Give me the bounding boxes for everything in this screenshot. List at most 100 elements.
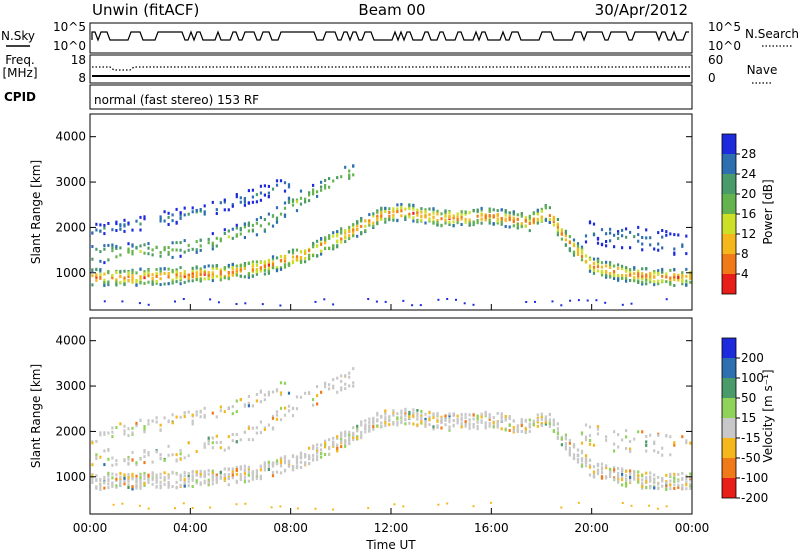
velocity-echo-cell <box>500 414 503 418</box>
velocity-echo-cell <box>135 421 138 425</box>
power-echo-cell <box>508 216 511 220</box>
power-echo-cell <box>131 268 134 272</box>
velocity-echo-cell <box>653 477 656 481</box>
velocity-echo-cell <box>179 448 182 452</box>
velocity-echo-cell <box>227 435 230 439</box>
velocity-echo-cell <box>103 449 106 453</box>
power-echo-cell <box>384 220 387 224</box>
velocity-echo-cell <box>215 475 218 479</box>
power-echo-cell <box>540 207 543 211</box>
power-echo-cell <box>637 269 640 273</box>
velocity-echo-cell <box>436 414 439 418</box>
power-echo-cell <box>263 261 266 265</box>
velocity-echo-cell <box>324 442 327 445</box>
power-echo-cell <box>171 241 174 245</box>
power-echo-cell <box>123 282 126 286</box>
velocity-echo-cell <box>448 427 451 431</box>
power-echo-cell <box>123 279 126 283</box>
velocity-echo-cell <box>275 417 279 421</box>
velocity-echo-cell <box>111 472 114 476</box>
power-echo-cell <box>167 252 170 256</box>
power-echo-cell <box>455 298 457 301</box>
velocity-echo-cell <box>267 390 270 394</box>
velocity-echo-cell <box>564 445 567 449</box>
velocity-echo-cell <box>661 446 664 450</box>
velocity-echo-cell <box>480 412 483 416</box>
velocity-echo-cell <box>348 375 351 379</box>
velocity-echo-cell <box>412 408 415 412</box>
velocity-echo-cell <box>203 475 206 479</box>
velocity-echo-cell <box>235 479 238 483</box>
power-echo-cell <box>572 253 576 257</box>
power-echo-cell <box>279 304 282 307</box>
velocity-echo-cell <box>420 413 423 417</box>
velocity-echo-cell <box>564 433 567 437</box>
velocity-echo-cell <box>528 429 531 433</box>
velocity-echo-cell <box>568 449 571 453</box>
power-echo-cell <box>340 237 343 241</box>
power-echo-cell <box>163 271 166 275</box>
power-echo-cell <box>669 268 672 272</box>
power-echo-cell <box>103 261 106 265</box>
power-echo-cell <box>536 208 539 212</box>
power-echo-cell <box>219 275 222 279</box>
power-echo-cell <box>183 274 186 278</box>
power-echo-cell <box>396 210 399 214</box>
velocity-echo-cell <box>336 436 339 440</box>
power-echo-cell <box>496 217 499 221</box>
power-echo-cell <box>336 239 339 243</box>
velocity-echo-cell <box>175 458 178 462</box>
velocity-echo-cell <box>428 415 431 419</box>
power-echo-cell <box>231 263 234 267</box>
velocity-echo-cell <box>669 487 672 491</box>
power-echo-cell <box>528 222 531 225</box>
power-echo-cell <box>155 272 158 276</box>
velocity-echo-cell <box>227 446 230 450</box>
power-echo-cell <box>308 249 311 253</box>
power-echo-cell <box>308 191 311 195</box>
power-echo-cell <box>356 228 359 232</box>
power-echo-cell <box>131 249 134 253</box>
power-echo-cell <box>279 266 283 270</box>
power-echo-cell <box>287 197 291 201</box>
velocity-echo-cell <box>677 472 680 476</box>
power-echo-cell <box>356 220 359 224</box>
power-echo-cell <box>111 243 114 247</box>
velocity-echo-cell <box>472 413 475 417</box>
velocity-echo-cell <box>653 449 656 453</box>
power-echo-cell <box>115 229 118 232</box>
velocity-echo-cell <box>396 412 399 416</box>
power-echo-cell <box>295 209 299 213</box>
power-echo-cell <box>211 241 214 245</box>
velocity-echo-cell <box>344 432 347 436</box>
power-echo-cell <box>267 222 270 226</box>
power-echo-cell <box>263 218 266 221</box>
power-echo-cell <box>621 267 624 271</box>
power-echo-cell <box>239 200 242 204</box>
velocity-echo-cell <box>203 406 206 410</box>
power-echo-cell <box>316 239 319 243</box>
power-echo-cell <box>605 260 608 264</box>
power-echo-cell <box>456 221 459 225</box>
velocity-echo-cell <box>661 453 664 457</box>
power-echo-cell <box>568 235 571 239</box>
velocity-echo-cell <box>147 480 150 484</box>
velocity-echo-cell <box>107 477 110 481</box>
velocity-echo-cell <box>673 476 676 480</box>
velocity-echo-cell <box>255 475 258 479</box>
velocity-echo-cell <box>613 442 616 446</box>
velocity-echo-cell <box>175 485 178 489</box>
power-echo-cell <box>123 276 126 280</box>
velocity-echo-cell <box>520 424 523 428</box>
power-echo-cell <box>239 274 242 278</box>
velocity-echo-cell <box>372 420 375 424</box>
power-echo-cell <box>211 279 214 283</box>
velocity-echo-cell <box>111 456 114 460</box>
velocity-echo-cell <box>548 420 551 424</box>
power-echo-cell <box>308 254 311 258</box>
velocity-echo-cell <box>195 481 198 485</box>
power-echo-cell <box>239 264 242 268</box>
velocity-echo-cell <box>328 447 331 450</box>
power-echo-cell <box>512 212 515 216</box>
power-echo-cell <box>432 211 435 215</box>
